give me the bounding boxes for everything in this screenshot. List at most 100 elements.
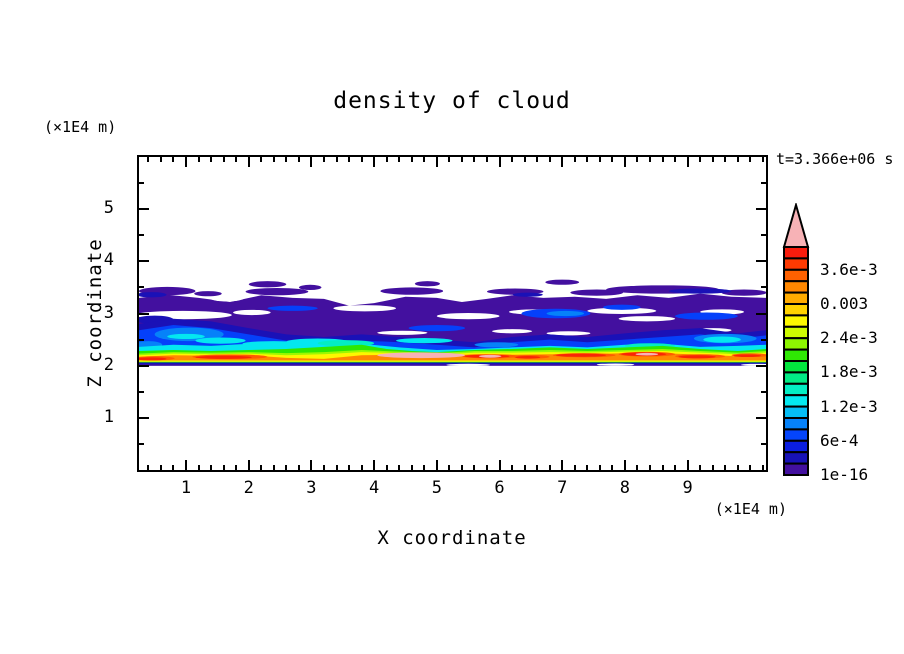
tick-mark bbox=[724, 465, 727, 470]
tick-mark bbox=[460, 465, 463, 470]
tick-mark bbox=[649, 157, 651, 162]
tick-mark bbox=[749, 465, 752, 470]
tick-mark bbox=[649, 465, 651, 470]
tick-mark bbox=[222, 157, 225, 162]
tick-mark bbox=[373, 460, 376, 470]
tick-mark bbox=[448, 465, 451, 470]
x-tick-label: 7 bbox=[557, 478, 568, 498]
tick-mark bbox=[172, 465, 175, 470]
colorbar-level-label: 6e-4 bbox=[820, 430, 859, 450]
tick-mark bbox=[139, 208, 149, 211]
tick-mark bbox=[598, 157, 601, 162]
tick-mark bbox=[235, 157, 238, 162]
tick-mark bbox=[561, 460, 564, 470]
x-tick-label: 6 bbox=[494, 478, 505, 498]
tick-mark bbox=[139, 390, 144, 393]
tick-mark bbox=[398, 465, 401, 470]
tick-mark bbox=[711, 157, 714, 162]
tick-mark bbox=[511, 157, 514, 162]
tick-mark bbox=[674, 157, 677, 162]
tick-mark bbox=[310, 157, 313, 167]
tick-mark bbox=[139, 234, 144, 237]
tick-mark bbox=[661, 465, 664, 470]
tick-mark bbox=[736, 157, 739, 162]
tick-mark bbox=[435, 460, 438, 470]
tick-mark bbox=[674, 465, 677, 470]
tick-mark bbox=[686, 460, 689, 470]
colorbar-level-label: 2.4e-3 bbox=[820, 328, 878, 348]
tick-mark bbox=[147, 465, 150, 470]
tick-mark bbox=[197, 157, 200, 162]
tick-mark bbox=[172, 157, 175, 162]
tick-mark bbox=[761, 286, 766, 289]
tick-mark bbox=[661, 157, 664, 162]
tick-mark bbox=[222, 465, 225, 470]
tick-mark bbox=[197, 465, 200, 470]
tick-mark bbox=[147, 157, 150, 162]
tick-mark bbox=[210, 157, 213, 162]
tick-mark bbox=[348, 157, 351, 162]
tick-mark bbox=[285, 465, 288, 470]
x-tick-label: 8 bbox=[619, 478, 631, 498]
tick-mark bbox=[586, 465, 589, 470]
tick-mark bbox=[761, 234, 766, 237]
tick-mark bbox=[159, 157, 162, 162]
tick-mark bbox=[749, 157, 752, 162]
x-tick-label: 2 bbox=[243, 478, 254, 498]
tick-mark bbox=[139, 260, 149, 263]
tick-mark bbox=[272, 465, 275, 470]
tick-mark bbox=[322, 465, 325, 470]
tick-mark bbox=[139, 286, 144, 289]
x-tick-label: 3 bbox=[306, 478, 317, 498]
tick-mark bbox=[423, 157, 426, 162]
tick-mark bbox=[373, 157, 376, 167]
tick-mark bbox=[724, 157, 727, 162]
tick-mark bbox=[511, 465, 514, 470]
tick-mark bbox=[756, 260, 766, 263]
tick-mark bbox=[310, 460, 313, 470]
tick-mark bbox=[210, 465, 213, 470]
tick-mark bbox=[736, 465, 739, 470]
tick-mark bbox=[761, 465, 764, 470]
tick-mark bbox=[611, 157, 614, 162]
tick-mark bbox=[711, 465, 714, 470]
tick-mark bbox=[498, 460, 501, 470]
plot-title: density of cloud bbox=[333, 88, 571, 114]
tick-mark bbox=[473, 465, 476, 470]
colorbar-level-label: 3.6e-3 bbox=[820, 259, 878, 279]
tick-mark bbox=[623, 157, 626, 167]
tick-mark bbox=[348, 465, 351, 470]
tick-mark bbox=[598, 465, 601, 470]
tick-mark bbox=[398, 157, 401, 162]
colorbar-level-label: 0.003 bbox=[820, 294, 869, 313]
tick-mark bbox=[756, 416, 766, 419]
tick-mark bbox=[159, 465, 162, 470]
tick-mark bbox=[586, 157, 589, 162]
tick-mark bbox=[139, 364, 149, 367]
y-tick-label: 1 bbox=[103, 406, 114, 427]
tick-mark bbox=[410, 157, 413, 162]
tick-mark bbox=[498, 157, 501, 167]
tick-mark bbox=[448, 157, 451, 162]
tick-mark bbox=[756, 364, 766, 367]
tick-mark bbox=[686, 157, 689, 167]
colorbar-level-label: 1.2e-3 bbox=[820, 396, 878, 416]
tick-mark bbox=[611, 465, 614, 470]
tick-mark bbox=[185, 460, 188, 470]
contour-field bbox=[139, 279, 766, 367]
tick-mark bbox=[385, 157, 388, 162]
tick-mark bbox=[756, 312, 766, 315]
x-tick-label: 9 bbox=[682, 478, 693, 498]
tick-mark bbox=[247, 460, 250, 470]
tick-mark bbox=[139, 416, 149, 419]
tick-mark bbox=[410, 465, 413, 470]
tick-mark bbox=[185, 157, 188, 167]
tick-mark bbox=[536, 465, 539, 470]
tick-mark bbox=[548, 157, 551, 162]
y-axis-unit-label: (×1E4 m) bbox=[44, 118, 117, 136]
tick-mark bbox=[260, 157, 263, 162]
tick-mark bbox=[360, 157, 363, 162]
colorbar: 3.6e-3 0.003 2.4e-3 1.8e-3 1.2e-3 6e-4 1e-16 bbox=[781, 201, 903, 493]
x-tick-label: 5 bbox=[431, 478, 442, 498]
tick-mark bbox=[139, 182, 144, 185]
